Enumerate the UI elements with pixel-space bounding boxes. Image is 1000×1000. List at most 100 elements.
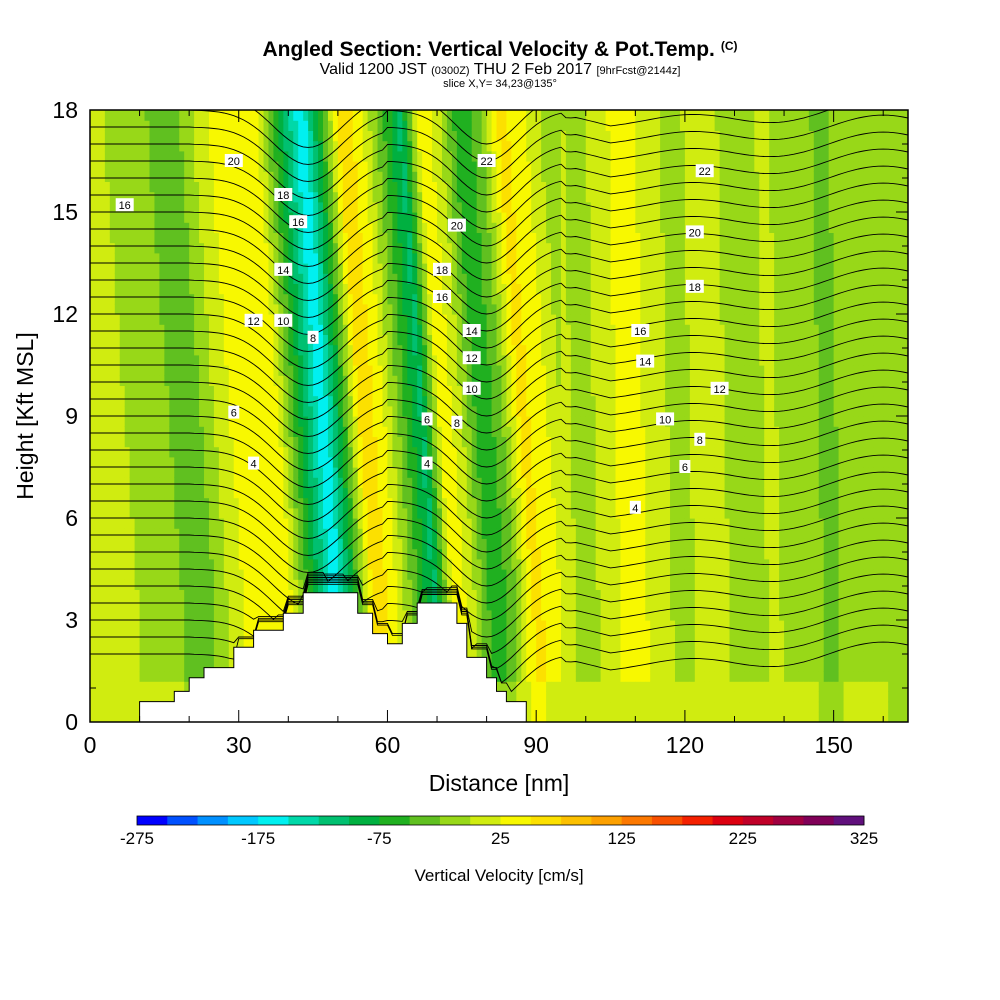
velocity-cell [377, 344, 384, 356]
velocity-cell [169, 293, 175, 305]
velocity-cell [243, 161, 250, 172]
velocity-cell [412, 324, 418, 335]
velocity-cell [347, 263, 354, 274]
velocity-cell [283, 507, 289, 519]
velocity-cell [169, 691, 175, 703]
velocity-cell [223, 620, 230, 631]
velocity-cell [134, 528, 141, 539]
velocity-cell [243, 487, 250, 499]
velocity-cell [129, 110, 136, 121]
velocity-cell [308, 150, 314, 162]
velocity-cell [486, 467, 493, 478]
velocity-cell [154, 660, 161, 672]
velocity-cell [149, 579, 156, 590]
velocity-cell [129, 161, 136, 172]
velocity-cell [273, 283, 279, 295]
velocity-cell [496, 681, 503, 692]
velocity-cell [397, 232, 403, 244]
velocity-cell [481, 497, 488, 509]
velocity-cell [248, 120, 255, 131]
velocity-cell [144, 150, 151, 162]
velocity-cell [124, 191, 131, 203]
velocity-cell [213, 222, 220, 233]
velocity-cell [422, 365, 428, 376]
velocity-cell [149, 569, 156, 580]
velocity-cell [432, 212, 438, 223]
velocity-cell [248, 416, 255, 427]
velocity-cell [90, 385, 96, 397]
velocity-cell [238, 507, 245, 519]
velocity-cell [352, 242, 359, 254]
velocity-cell [397, 579, 403, 590]
velocity-cell [149, 324, 156, 335]
velocity-cell [308, 487, 314, 499]
velocity-cell [402, 161, 408, 172]
velocity-cell [496, 497, 503, 509]
velocity-cell [213, 436, 220, 448]
velocity-cell [258, 456, 265, 468]
velocity-cell [471, 110, 478, 121]
velocity-cell [471, 436, 478, 448]
velocity-cell [189, 293, 195, 305]
velocity-cell [461, 344, 468, 356]
velocity-cell [466, 181, 473, 193]
velocity-cell [456, 365, 463, 376]
velocity-cell [243, 263, 250, 274]
velocity-cell [397, 120, 403, 131]
velocity-cell [104, 344, 111, 356]
velocity-cell [124, 497, 131, 509]
velocity-cell [104, 130, 111, 142]
velocity-cell [432, 130, 438, 142]
velocity-cell [164, 365, 170, 376]
velocity-cell [204, 120, 210, 131]
velocity-cell [496, 416, 503, 427]
velocity-cell [461, 446, 468, 458]
velocity-cell [204, 660, 210, 672]
velocity-cell [184, 110, 190, 121]
velocity-cell [471, 426, 478, 437]
velocity-cell [263, 477, 270, 488]
velocity-cell [496, 375, 503, 386]
velocity-cell [174, 222, 180, 233]
velocity-cell [451, 385, 458, 397]
velocity-cell [332, 487, 339, 499]
velocity-cell [189, 120, 195, 131]
velocity-cell [422, 548, 428, 560]
velocity-cell [417, 120, 423, 131]
velocity-cell [184, 538, 190, 550]
velocity-cell [199, 191, 205, 203]
velocity-cell [169, 252, 175, 264]
velocity-cell [213, 558, 220, 570]
velocity-cell [94, 640, 101, 652]
velocity-cell [139, 681, 146, 692]
velocity-cell [223, 344, 230, 356]
velocity-cell [248, 140, 255, 152]
velocity-cell [99, 161, 106, 172]
velocity-cell [407, 405, 413, 417]
velocity-cell [258, 548, 265, 560]
velocity-cell [491, 487, 498, 499]
velocity-cell [417, 477, 423, 488]
velocity-cell [204, 507, 210, 519]
velocity-cell [362, 477, 369, 488]
velocity-cell [352, 130, 359, 142]
velocity-cell [204, 518, 210, 529]
velocity-cell [427, 385, 433, 397]
velocity-cell [144, 354, 151, 366]
velocity-cell [90, 344, 96, 356]
velocity-cell [298, 518, 304, 529]
velocity-cell [446, 273, 453, 284]
velocity-cell [104, 507, 111, 519]
velocity-cell [461, 395, 468, 407]
velocity-cell [243, 212, 250, 223]
velocity-cell [159, 405, 165, 417]
velocity-cell [248, 630, 255, 641]
velocity-cell [164, 201, 170, 213]
velocity-cell [139, 548, 146, 560]
velocity-cell [362, 467, 369, 478]
velocity-cell [352, 548, 359, 560]
velocity-cell [432, 110, 438, 121]
velocity-cell [412, 120, 418, 131]
velocity-cell [491, 569, 498, 580]
velocity-cell [223, 487, 230, 499]
